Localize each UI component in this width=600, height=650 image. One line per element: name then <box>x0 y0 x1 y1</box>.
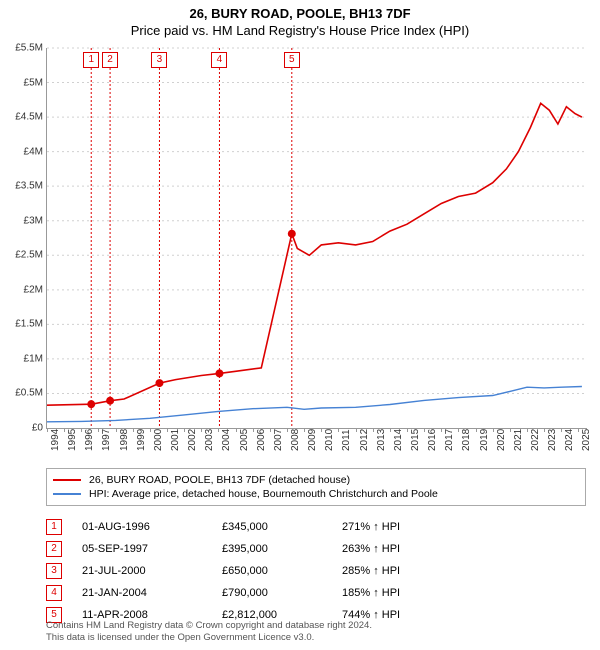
y-tick-label: £2.5M <box>3 250 43 261</box>
x-tick-label: 2007 <box>273 429 284 451</box>
sales-row-price: £2,812,000 <box>222 609 342 621</box>
y-tick-label: £4.5M <box>3 112 43 123</box>
x-tick-label: 2015 <box>410 429 421 451</box>
y-tick-label: £5.5M <box>3 43 43 54</box>
y-tick-label: £3M <box>3 215 43 226</box>
sales-row-price: £345,000 <box>222 521 342 533</box>
sales-row: 2 05-SEP-1997£395,000263% ↑ HPI <box>46 538 586 560</box>
sales-row-date: 21-JAN-2004 <box>82 587 222 599</box>
sales-row-hpi: 271% ↑ HPI <box>342 521 586 533</box>
sale-badge: 4 <box>211 52 227 68</box>
x-tick-label: 2003 <box>204 429 215 451</box>
x-tick-label: 1994 <box>50 429 61 451</box>
sales-row-hpi: 285% ↑ HPI <box>342 565 586 577</box>
sales-row: 1 01-AUG-1996£345,000271% ↑ HPI <box>46 516 586 538</box>
sales-row-badge: 3 <box>46 563 62 579</box>
x-tick-label: 1995 <box>67 429 78 451</box>
sale-badge: 3 <box>151 52 167 68</box>
chart-plot-area: £0£0.5M£1M£1.5M£2M£2.5M£3M£3.5M£4M£4.5M£… <box>46 48 587 429</box>
footer-line-2: This data is licensed under the Open Gov… <box>46 632 586 644</box>
footer-line-1: Contains HM Land Registry data © Crown c… <box>46 620 586 632</box>
sales-row: 3 21-JUL-2000£650,000285% ↑ HPI <box>46 560 586 582</box>
chart-title-1: 26, BURY ROAD, POOLE, BH13 7DF <box>0 0 600 21</box>
sales-row-badge: 1 <box>46 519 62 535</box>
x-tick-label: 2023 <box>547 429 558 451</box>
x-tick-label: 2020 <box>496 429 507 451</box>
legend-label-price: 26, BURY ROAD, POOLE, BH13 7DF (detached… <box>89 474 350 486</box>
sales-table: 1 01-AUG-1996£345,000271% ↑ HPI 2 05-SEP-19… <box>46 516 586 626</box>
sales-row-date: 11-APR-2008 <box>82 609 222 621</box>
y-tick-label: £4M <box>3 146 43 157</box>
y-tick-label: £3.5M <box>3 181 43 192</box>
legend-swatch-hpi <box>53 493 81 495</box>
sales-row-hpi: 744% ↑ HPI <box>342 609 586 621</box>
chart-lines <box>47 48 587 428</box>
sales-row-hpi: 263% ↑ HPI <box>342 543 586 555</box>
chart-legend: 26, BURY ROAD, POOLE, BH13 7DF (detached… <box>46 468 586 506</box>
x-tick-label: 2022 <box>530 429 541 451</box>
x-tick-label: 2013 <box>376 429 387 451</box>
legend-item-hpi: HPI: Average price, detached house, Bour… <box>53 487 579 501</box>
legend-swatch-price <box>53 479 81 481</box>
x-tick-label: 2024 <box>564 429 575 451</box>
x-tick-label: 1998 <box>119 429 130 451</box>
sales-row-hpi: 185% ↑ HPI <box>342 587 586 599</box>
x-tick-label: 2006 <box>256 429 267 451</box>
legend-label-hpi: HPI: Average price, detached house, Bour… <box>89 488 438 500</box>
x-tick-label: 2000 <box>153 429 164 451</box>
chart-footer: Contains HM Land Registry data © Crown c… <box>46 620 586 644</box>
x-tick-label: 1997 <box>101 429 112 451</box>
x-tick-label: 2004 <box>221 429 232 451</box>
x-tick-label: 1999 <box>136 429 147 451</box>
x-tick-label: 2001 <box>170 429 181 451</box>
sales-row-badge: 4 <box>46 585 62 601</box>
legend-item-price: 26, BURY ROAD, POOLE, BH13 7DF (detached… <box>53 473 579 487</box>
chart-title-2: Price paid vs. HM Land Registry's House … <box>0 21 600 38</box>
sales-row: 4 21-JAN-2004£790,000185% ↑ HPI <box>46 582 586 604</box>
x-tick-label: 2025 <box>581 429 592 451</box>
x-tick-label: 2005 <box>239 429 250 451</box>
sales-row-date: 01-AUG-1996 <box>82 521 222 533</box>
x-tick-label: 2010 <box>324 429 335 451</box>
y-tick-label: £2M <box>3 284 43 295</box>
y-tick-label: £1.5M <box>3 319 43 330</box>
x-tick-label: 2019 <box>479 429 490 451</box>
sale-badge: 2 <box>102 52 118 68</box>
x-tick-label: 2016 <box>427 429 438 451</box>
x-tick-label: 2012 <box>359 429 370 451</box>
x-tick-label: 2008 <box>290 429 301 451</box>
sales-row-date: 05-SEP-1997 <box>82 543 222 555</box>
y-tick-label: £1M <box>3 353 43 364</box>
y-tick-label: £0 <box>3 423 43 434</box>
y-tick-label: £5M <box>3 77 43 88</box>
x-tick-label: 2011 <box>341 429 352 451</box>
y-tick-label: £0.5M <box>3 388 43 399</box>
sales-row-price: £395,000 <box>222 543 342 555</box>
x-tick-label: 2018 <box>461 429 472 451</box>
sale-badge: 1 <box>83 52 99 68</box>
x-tick-label: 2021 <box>513 429 524 451</box>
sales-row-price: £790,000 <box>222 587 342 599</box>
sales-row-badge: 2 <box>46 541 62 557</box>
x-tick-label: 2009 <box>307 429 318 451</box>
x-tick-label: 2014 <box>393 429 404 451</box>
sales-row-date: 21-JUL-2000 <box>82 565 222 577</box>
x-tick-label: 1996 <box>84 429 95 451</box>
sale-badge: 5 <box>284 52 300 68</box>
sales-row-price: £650,000 <box>222 565 342 577</box>
x-tick-label: 2002 <box>187 429 198 451</box>
x-tick-label: 2017 <box>444 429 455 451</box>
